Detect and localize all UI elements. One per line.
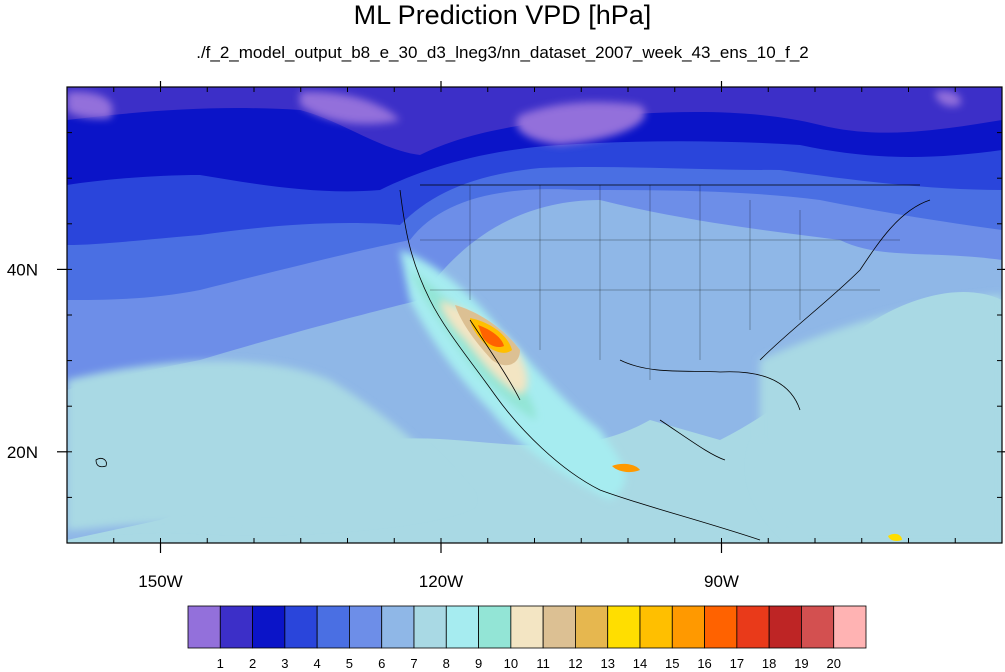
colorbar-swatch — [833, 605, 867, 649]
colorbar-swatch — [252, 605, 286, 649]
minor-ticks — [67, 87, 1002, 543]
colorbar-label: 1 — [217, 656, 224, 671]
colorbar-swatch — [349, 605, 383, 649]
pacific-band-7 — [67, 295, 1002, 543]
colorbar-label: 17 — [730, 656, 744, 671]
colorbar-label: 2 — [249, 656, 256, 671]
colorbar-swatch — [639, 605, 673, 649]
colorbar-swatch — [187, 605, 221, 649]
colorbar-swatch — [316, 605, 350, 649]
map-field — [67, 87, 1002, 543]
lat-tick-label: 20N — [7, 443, 38, 462]
colorbar-label: 15 — [665, 656, 679, 671]
colorbar-label: 5 — [346, 656, 353, 671]
lon-tick-label: 90W — [704, 572, 739, 591]
colorbar-swatch — [575, 605, 609, 649]
mexico-spot — [612, 463, 640, 473]
chart-title: ML Prediction VPD [hPa] — [353, 0, 652, 30]
colorbar-swatch — [413, 605, 447, 649]
state-borders — [420, 185, 900, 380]
colorbar-swatch — [445, 605, 479, 649]
colorbar-label: 11 — [536, 656, 550, 671]
colorbar-swatch — [671, 605, 705, 649]
colorbar-label: 6 — [378, 656, 385, 671]
colorbar-label: 16 — [697, 656, 711, 671]
colorbar-swatch — [219, 605, 253, 649]
colorbar-swatch — [478, 605, 512, 649]
colorbar-label: 18 — [762, 656, 776, 671]
colorbar: 1 2 3 4 5 6 7 8 9 10 11 12 13 14 15 16 17 18 19 20 — [187, 605, 867, 671]
latitude-ticks: 40N 20N — [7, 260, 1005, 462]
colorbar-label: 14 — [633, 656, 647, 671]
longitude-ticks: 150W 120W 90W — [138, 81, 739, 591]
lon-tick-label: 150W — [138, 572, 182, 591]
coastlines — [95, 184, 931, 541]
colorbar-label: 8 — [443, 656, 450, 671]
colorbar-swatch — [284, 605, 318, 649]
colorbar-swatch — [542, 605, 576, 649]
colorbar-label: 9 — [475, 656, 482, 671]
colorbar-swatch — [704, 605, 738, 649]
colorbar-label: 12 — [568, 656, 582, 671]
sw-band-16 — [478, 325, 504, 348]
colorbar-swatch — [736, 605, 770, 649]
colorbar-label: 7 — [410, 656, 417, 671]
caribbean-spot — [888, 533, 902, 541]
colorbar-swatch — [607, 605, 641, 649]
colorbar-label: 20 — [826, 656, 840, 671]
colorbar-swatch — [510, 605, 544, 649]
colorbar-label: 10 — [504, 656, 518, 671]
colorbar-label: 13 — [600, 656, 614, 671]
colorbar-swatch — [381, 605, 415, 649]
colorbar-label: 4 — [314, 656, 321, 671]
colorbar-label: 19 — [794, 656, 808, 671]
lon-tick-label: 120W — [419, 572, 463, 591]
chart-subtitle: ./f_2_model_output_b8_e_30_d3_lneg3/nn_d… — [196, 43, 809, 62]
colorbar-swatch — [801, 605, 835, 649]
colorbar-swatch — [768, 605, 802, 649]
lat-tick-label: 40N — [7, 260, 38, 279]
colorbar-label: 3 — [281, 656, 288, 671]
